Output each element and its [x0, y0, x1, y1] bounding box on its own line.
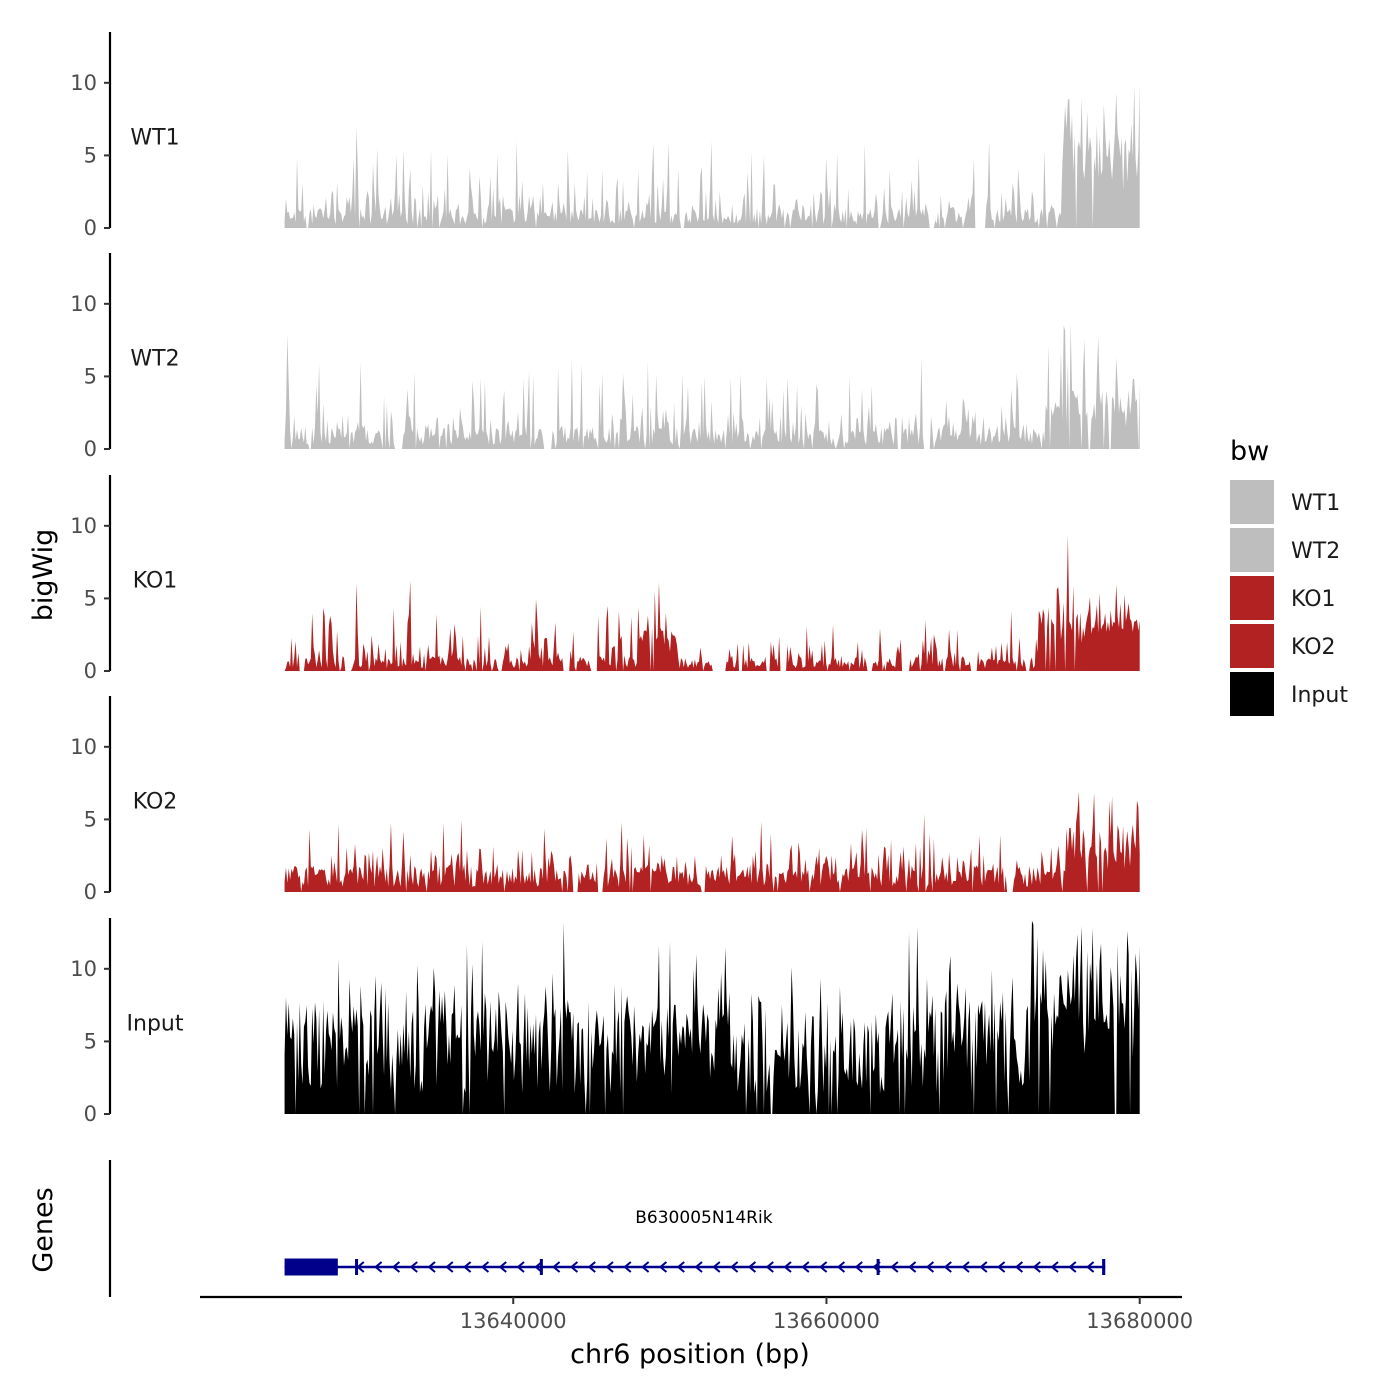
strand-arrow: [908, 1261, 917, 1273]
y-tick-label: 10: [70, 292, 97, 316]
y-tick-label: 5: [84, 1029, 97, 1053]
strand-arrow: [676, 1261, 685, 1273]
legend-swatch-wt1: [1230, 480, 1274, 524]
strand-arrow: [569, 1261, 579, 1273]
strand-arrow: [836, 1261, 846, 1273]
strand-arrow: [694, 1261, 703, 1273]
strand-arrow: [605, 1261, 614, 1273]
gene-exon: [284, 1258, 338, 1276]
track-label: KO1: [133, 569, 178, 594]
track-input: 0 5 10 Input: [70, 918, 1140, 1126]
legend-label-ko1: KO1: [1291, 587, 1336, 612]
legend-swatch-ko1: [1230, 576, 1274, 620]
strand-arrow: [409, 1261, 418, 1273]
legend-label-wt1: WT1: [1291, 491, 1340, 516]
coverage-area-input: [284, 920, 1140, 1114]
strand-arrow: [854, 1261, 863, 1273]
gene-exon: [355, 1259, 359, 1275]
strand-arrow: [1086, 1261, 1095, 1273]
y-tick-label: 10: [70, 71, 97, 95]
x-tick-label: 13660000: [773, 1309, 880, 1333]
gene-exon: [876, 1259, 880, 1275]
legend: bw WT1 WT2 KO1 KO2 Input: [1230, 436, 1348, 716]
coverage-area-wt1: [284, 84, 1140, 228]
y-axis-title: bigWig: [28, 529, 59, 622]
legend-swatch-ko2: [1230, 624, 1274, 668]
legend-label-ko2: KO2: [1291, 635, 1336, 660]
strand-arrow: [623, 1261, 632, 1273]
y-tick-label: 0: [84, 216, 97, 240]
legend-label-input: Input: [1291, 683, 1348, 708]
strand-arrow: [552, 1261, 561, 1273]
y-tick-label: 5: [84, 364, 97, 388]
strand-arrow: [587, 1261, 596, 1273]
strand-arrow: [534, 1261, 543, 1273]
strand-arrow: [801, 1261, 810, 1273]
gene-name-label: B630005N14Rik: [635, 1208, 772, 1228]
strand-arrow: [1014, 1261, 1024, 1273]
y-tick-label: 0: [84, 880, 97, 904]
strand-arrow: [747, 1261, 757, 1273]
coverage-area-wt2: [284, 322, 1140, 449]
strand-arrow: [463, 1261, 472, 1273]
strand-arrow: [943, 1261, 952, 1273]
strand-arrow: [374, 1261, 383, 1273]
strand-arrow: [641, 1261, 650, 1273]
y-tick-label: 10: [70, 514, 97, 538]
y-tick-label: 5: [84, 143, 97, 167]
gene-panel: B630005N14Rik: [108, 1160, 1106, 1297]
strand-arrow: [961, 1261, 970, 1273]
track-label: WT2: [130, 347, 179, 372]
strand-arrow: [925, 1261, 935, 1273]
gene-exon: [539, 1259, 543, 1275]
coverage-area-ko2: [284, 791, 1140, 892]
strand-arrow: [498, 1261, 507, 1273]
y-tick-label: 0: [84, 1102, 97, 1126]
strand-arrow: [1032, 1261, 1041, 1273]
strand-arrow: [783, 1261, 792, 1273]
y-tick-label: 0: [84, 437, 97, 461]
strand-arrow: [997, 1261, 1006, 1273]
strand-arrow: [730, 1261, 739, 1273]
strand-arrow: [765, 1261, 774, 1273]
coverage-area-ko1: [284, 535, 1140, 671]
x-tick-label: 13680000: [1086, 1309, 1193, 1333]
legend-swatch-wt2: [1230, 528, 1274, 572]
legend-title: bw: [1230, 436, 1269, 467]
strand-arrow: [1068, 1261, 1077, 1273]
strand-arrow: [712, 1261, 721, 1273]
track-ko2: 0 5 10 KO2: [70, 696, 1140, 904]
genes-axis-title: Genes: [28, 1187, 59, 1272]
strand-arrow: [658, 1261, 668, 1273]
strand-arrow: [480, 1261, 490, 1273]
track-label: WT1: [130, 126, 179, 151]
track-label: Input: [127, 1012, 184, 1037]
strand-arrow: [890, 1261, 899, 1273]
strand-arrow: [1050, 1261, 1059, 1273]
track-wt1: 0 5 10 WT1: [70, 32, 1140, 240]
y-tick-label: 0: [84, 659, 97, 683]
x-axis: 13640000 13660000 13680000: [200, 1295, 1193, 1333]
y-tick-label: 5: [84, 807, 97, 831]
track-wt2: 0 5 10 WT2: [70, 253, 1140, 461]
legend-label-wt2: WT2: [1291, 539, 1340, 564]
track-label: KO2: [133, 790, 178, 815]
track-ko1: 0 5 10 KO1: [70, 475, 1140, 683]
gene-exon: [1102, 1259, 1106, 1275]
y-tick-label: 10: [70, 735, 97, 759]
strand-arrow: [427, 1261, 436, 1273]
strand-arrow: [819, 1261, 828, 1273]
strand-arrow: [516, 1261, 525, 1273]
y-tick-label: 5: [84, 586, 97, 610]
legend-swatch-input: [1230, 672, 1274, 716]
strand-arrow: [979, 1261, 988, 1273]
x-axis-title: chr6 position (bp): [570, 1339, 810, 1370]
strand-arrow: [445, 1261, 454, 1273]
bigwig-tracks: 0 5 10 WT1 0 5 10 WT2 0 5 10 KO1 0 5 10 KO2 0 5 10 Input: [70, 32, 1140, 1126]
y-tick-label: 10: [70, 957, 97, 981]
strand-arrow: [391, 1261, 401, 1273]
x-tick-label: 13640000: [460, 1309, 567, 1333]
